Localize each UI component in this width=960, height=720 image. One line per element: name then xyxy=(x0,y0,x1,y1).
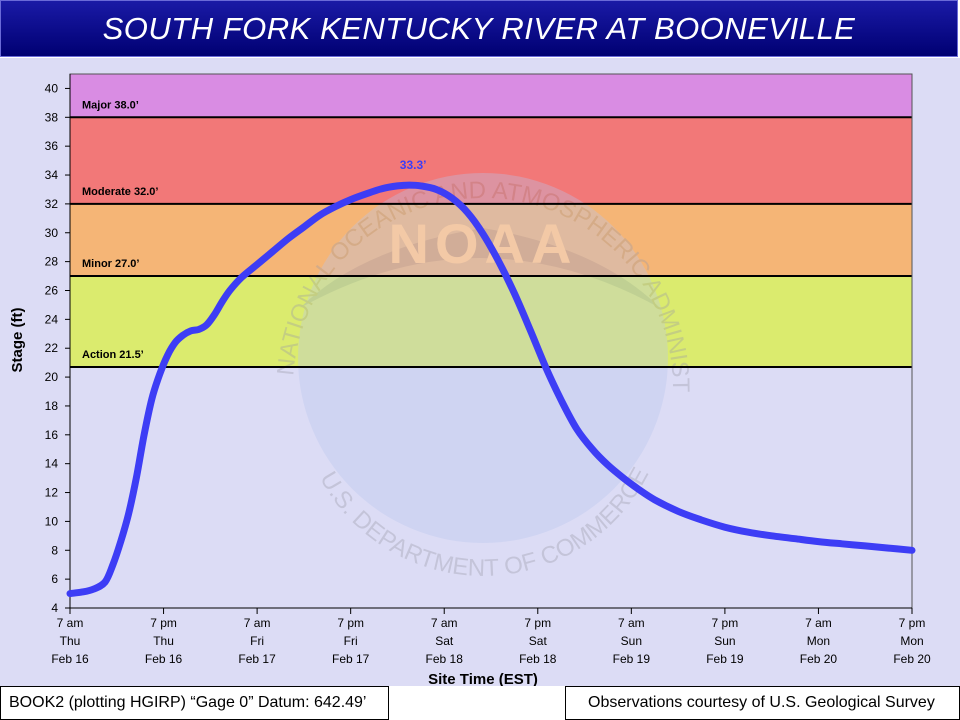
y-tick-label: 8 xyxy=(51,543,58,557)
y-tick-label: 16 xyxy=(45,428,59,442)
x-tick-label: 7 pm xyxy=(150,616,177,630)
x-tick-label: 7 am xyxy=(805,616,832,630)
x-tick-label: Feb 19 xyxy=(706,652,744,666)
x-tick-label: 7 am xyxy=(431,616,458,630)
y-tick-label: 36 xyxy=(45,139,59,153)
y-axis-label: Stage (ft) xyxy=(9,308,26,373)
y-tick-label: 26 xyxy=(45,283,59,297)
datum-text: BOOK2 (plotting HGIRP) “Gage 0” Datum: 6… xyxy=(9,694,367,711)
y-tick-label: 28 xyxy=(45,255,59,269)
y-tick-label: 22 xyxy=(45,341,59,355)
y-tick-label: 6 xyxy=(51,572,58,586)
threshold-label-action: Action 21.5’ xyxy=(82,349,144,361)
peak-label: 33.3’ xyxy=(400,158,427,172)
x-tick-label: Thu xyxy=(153,634,174,648)
x-tick-label: Sat xyxy=(435,634,454,648)
hydrograph-chart: NATIONAL OCEANIC AND ATMOSPHERIC ADMINIS… xyxy=(0,58,960,686)
x-tick-label: Thu xyxy=(60,634,81,648)
datum-footer: BOOK2 (plotting HGIRP) “Gage 0” Datum: 6… xyxy=(0,686,389,720)
flood-threshold-lines: Major 38.0’ Moderate 32.0’ Minor 27.0’ Acti… xyxy=(69,73,913,609)
x-axis-label: Site Time (EST) xyxy=(428,671,538,686)
x-tick-label: 7 pm xyxy=(337,616,364,630)
y-tick-label: 14 xyxy=(45,457,59,471)
y-tick-label: 24 xyxy=(45,312,59,326)
courtesy-footer: Observations courtesy of U.S. Geological… xyxy=(565,686,960,720)
y-tick-label: 34 xyxy=(45,168,59,182)
x-tick-label: Feb 20 xyxy=(800,652,838,666)
y-tick-label: 10 xyxy=(45,514,59,528)
x-tick-label: Feb 18 xyxy=(519,652,557,666)
y-tick-label: 40 xyxy=(45,81,59,95)
x-tick-label: Sun xyxy=(714,634,735,648)
x-tick-label: Feb 16 xyxy=(51,652,89,666)
stage-series: 33.3’ xyxy=(66,158,916,598)
band-minor xyxy=(70,203,912,277)
y-tick-label: 4 xyxy=(51,601,58,615)
y-tick-label: 30 xyxy=(45,226,59,240)
noaa-logo-disc xyxy=(298,173,668,543)
chart-title: SOUTH FORK KENTUCKY RIVER AT BOONEVILLE xyxy=(102,10,856,46)
noaa-logo-bird xyxy=(300,228,660,308)
watermark-noaa-logotype: NOAA xyxy=(389,212,578,275)
band-major xyxy=(70,74,912,118)
y-tick-label: 18 xyxy=(45,399,59,413)
threshold-label-moderate: Moderate 32.0’ xyxy=(82,186,158,198)
y-axis: 4 6 8 10 12 14 16 18 20 22 24 26 28 30 32 34 36 38 40 xyxy=(45,74,71,615)
threshold-label-major: Major 38.0’ xyxy=(82,99,139,111)
x-tick-label: Fri xyxy=(250,634,264,648)
x-tick-label: Feb 17 xyxy=(332,652,370,666)
x-tick-label: 7 pm xyxy=(524,616,551,630)
y-tick-label: 38 xyxy=(45,110,59,124)
x-tick-label: Sun xyxy=(621,634,642,648)
x-tick-label: 7 pm xyxy=(712,616,739,630)
x-axis: 7 am Thu Feb 16 7 pm Thu Feb 16 7 am Fri Feb 17 7… xyxy=(51,607,931,666)
x-tick-label: 7 pm xyxy=(899,616,926,630)
x-tick-label: Feb 18 xyxy=(426,652,464,666)
y-tick-label: 12 xyxy=(45,486,59,500)
x-tick-label: 7 am xyxy=(244,616,271,630)
x-tick-label: Fri xyxy=(344,634,358,648)
x-tick-label: Feb 16 xyxy=(145,652,183,666)
x-tick-label: Sat xyxy=(529,634,548,648)
x-tick-label: Mon xyxy=(900,634,923,648)
stage-line xyxy=(66,181,916,598)
courtesy-text: Observations courtesy of U.S. Geological… xyxy=(588,694,935,711)
y-tick-label: 32 xyxy=(45,197,59,211)
x-tick-label: Feb 17 xyxy=(238,652,276,666)
x-tick-label: Feb 19 xyxy=(613,652,651,666)
x-tick-label: 7 am xyxy=(57,616,84,630)
band-moderate xyxy=(70,117,912,204)
x-tick-label: Feb 20 xyxy=(893,652,931,666)
y-tick-label: 20 xyxy=(45,370,59,384)
threshold-label-minor: Minor 27.0’ xyxy=(82,258,139,270)
flood-category-bands xyxy=(70,74,912,608)
x-tick-label: Mon xyxy=(807,634,830,648)
chart-title-bar: SOUTH FORK KENTUCKY RIVER AT BOONEVILLE xyxy=(0,0,958,57)
x-tick-label: 7 am xyxy=(618,616,645,630)
